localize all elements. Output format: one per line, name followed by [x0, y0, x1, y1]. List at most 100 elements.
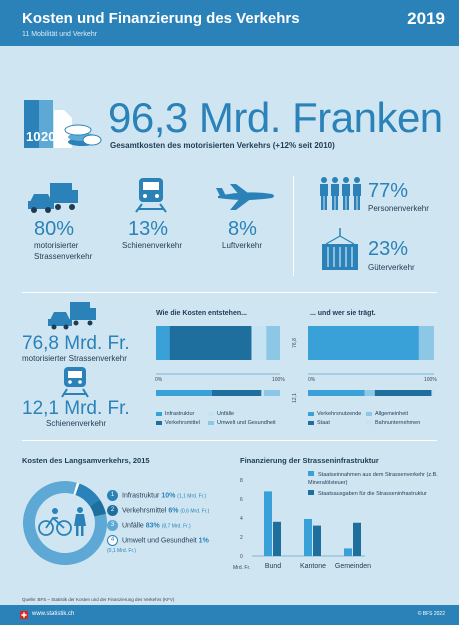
cost-origin-segment	[156, 390, 212, 396]
total-cost-value: 96,3 Mrd. Franken	[108, 94, 443, 141]
freight-share: 23%	[368, 238, 409, 260]
legend-unfaelle: Unfälle	[208, 411, 234, 417]
page-subtitle: 11 Mobilität und Verkehr	[22, 31, 97, 38]
slow-item-1: 1 Infrastruktur 10% (1,1 Mrd. Fr.)	[107, 490, 206, 501]
item-number: 1	[107, 490, 118, 501]
passenger-share-label: Personenverkehr	[368, 204, 429, 213]
divider	[22, 292, 437, 293]
note-label-10: 10	[26, 129, 40, 144]
category-label: Kantone	[300, 563, 326, 570]
road-cost-amount: 76,8 Mrd. Fr.	[22, 333, 130, 354]
cost-bars-chart	[156, 326, 434, 396]
cost-bearer-segment	[431, 390, 434, 396]
road-share: 80%	[34, 218, 75, 240]
item-label: Verkehrsmittel	[122, 507, 167, 515]
slow-item-3: 3 Unfälle 83% (8,7 Mrd. Fr.)	[107, 520, 191, 531]
legend-umwelt: Umwelt und Gesundheit	[208, 420, 276, 426]
axis-end-left: 100%	[272, 377, 285, 383]
rail-cost-label: Schienenverkehr	[46, 419, 107, 428]
legend-allgemeinheit: Allgemeinheit	[366, 411, 408, 417]
cost-bearer-segment	[308, 326, 419, 360]
financing-legend-expenses: Staatsausgaben für die Strasseninfrastru…	[308, 490, 448, 498]
legend-label: Verkehrsnutzende	[317, 411, 362, 417]
rail-share: 13%	[128, 218, 169, 240]
car-truck-icon	[48, 302, 96, 330]
air-share-label: Luftverkehr	[222, 241, 263, 250]
cost-origin-title: Wie die Kosten entstehen...	[156, 310, 247, 317]
category-label: Bund	[265, 563, 281, 570]
slow-traffic-title: Kosten des Langsamverkehrs, 2015	[22, 456, 150, 465]
swiss-flag-icon	[20, 611, 28, 619]
slow-traffic-donut	[23, 481, 108, 565]
road-share-label: motorisierter Strassenverkehr	[34, 241, 93, 261]
category-label: Gemeinden	[335, 563, 371, 570]
y-tick-label: 8	[240, 478, 243, 484]
axis-end-right: 100%	[424, 377, 437, 383]
financing-bar	[313, 525, 321, 556]
item-number: 3	[107, 520, 118, 531]
cost-origin-segment	[263, 390, 280, 396]
copyright: © BFS 2022	[417, 611, 445, 617]
item-label: Unfälle	[122, 522, 144, 530]
financing-unit: Mrd. Fr.	[233, 565, 251, 571]
item-pct: 1%	[198, 537, 209, 545]
y-tick-label: 0	[240, 554, 243, 560]
legend-label: Staatsausgaben für die Strasseninfrastru…	[318, 491, 427, 497]
financing-bar	[344, 548, 352, 556]
legend-label: Staatseinnahmen aus dem Strassenverkehr …	[308, 472, 438, 486]
legend-bahnunternehmen: Bahnunternehmen	[366, 420, 420, 426]
cost-origin-segment	[156, 326, 170, 360]
money-icon: 10 20	[24, 100, 102, 148]
note-label-20: 20	[41, 129, 55, 144]
rail-bar-value: 12,1	[291, 393, 298, 403]
slow-item-4: 4 Umwelt und Gesundheit 1% (0,1 Mrd. Fr.)	[107, 535, 217, 556]
legend-label: Bahnunternehmen	[375, 420, 421, 426]
passenger-share: 77%	[368, 180, 409, 202]
header-bar: Kosten und Finanzierung des Verkehrs 11 …	[0, 0, 459, 46]
item-number: 2	[107, 505, 118, 516]
y-tick-label: 4	[240, 516, 243, 522]
divider	[22, 440, 437, 441]
financing-title: Finanzierung der Strasseninfrastruktur	[240, 456, 379, 465]
people-icon	[320, 177, 361, 210]
container-icon	[322, 228, 358, 270]
year-badge: 2019	[407, 9, 445, 28]
car-truck-icon	[28, 183, 78, 213]
train-icon	[135, 178, 167, 213]
legend-infrastruktur: Infrastruktur	[156, 411, 194, 417]
footer-bar: www.statistik.ch © BFS 2022	[0, 605, 459, 625]
legend-verkehrsmittel: Verkehrsmittel	[156, 420, 200, 426]
cost-bearer-segment	[418, 326, 434, 360]
item-amount: (0,6 Mrd. Fr.)	[180, 508, 210, 515]
legend-label: Umwelt und Gesundheit	[217, 420, 276, 426]
divider	[293, 176, 294, 276]
financing-bar	[353, 522, 361, 556]
item-amount: (1,1 Mrd. Fr.)	[177, 493, 207, 500]
item-number: 4	[107, 535, 118, 546]
cost-origin-segment	[169, 326, 252, 360]
legend-label: Verkehrsmittel	[165, 420, 200, 426]
donut-slice	[89, 499, 107, 517]
legend-label: Allgemeinheit	[375, 411, 409, 417]
item-amount: (0,1 Mrd. Fr.)	[107, 548, 136, 555]
rail-cost-amount: 12,1 Mrd. Fr.	[22, 398, 130, 419]
cost-bearer-title: ... und wer sie trägt.	[310, 310, 376, 317]
y-tick-label: 6	[240, 497, 243, 503]
financing-bar	[264, 491, 272, 556]
road-bar-value: 76,8	[291, 338, 298, 348]
page-title: Kosten und Finanzierung des Verkehrs	[22, 10, 300, 27]
axis-start-right: 0%	[308, 377, 316, 383]
website-link[interactable]: www.statistik.ch	[32, 611, 75, 617]
item-pct: 10%	[161, 492, 176, 500]
legend-label: Infrastruktur	[165, 411, 195, 417]
item-pct: 83%	[145, 522, 160, 530]
road-cost-label: motorisierter Strassenverkehr	[22, 354, 127, 363]
item-label: Umwelt und Gesundheit	[122, 537, 197, 545]
financing-legend-revenue: Staatseinnahmen aus dem Strassenverkehr …	[308, 471, 448, 487]
freight-share-label: Güterverkehr	[368, 263, 415, 272]
financing-bar	[273, 521, 281, 556]
donut-slice	[75, 483, 100, 507]
financing-bar	[304, 518, 312, 556]
rail-share-label: Schienenverkehr	[122, 241, 183, 250]
